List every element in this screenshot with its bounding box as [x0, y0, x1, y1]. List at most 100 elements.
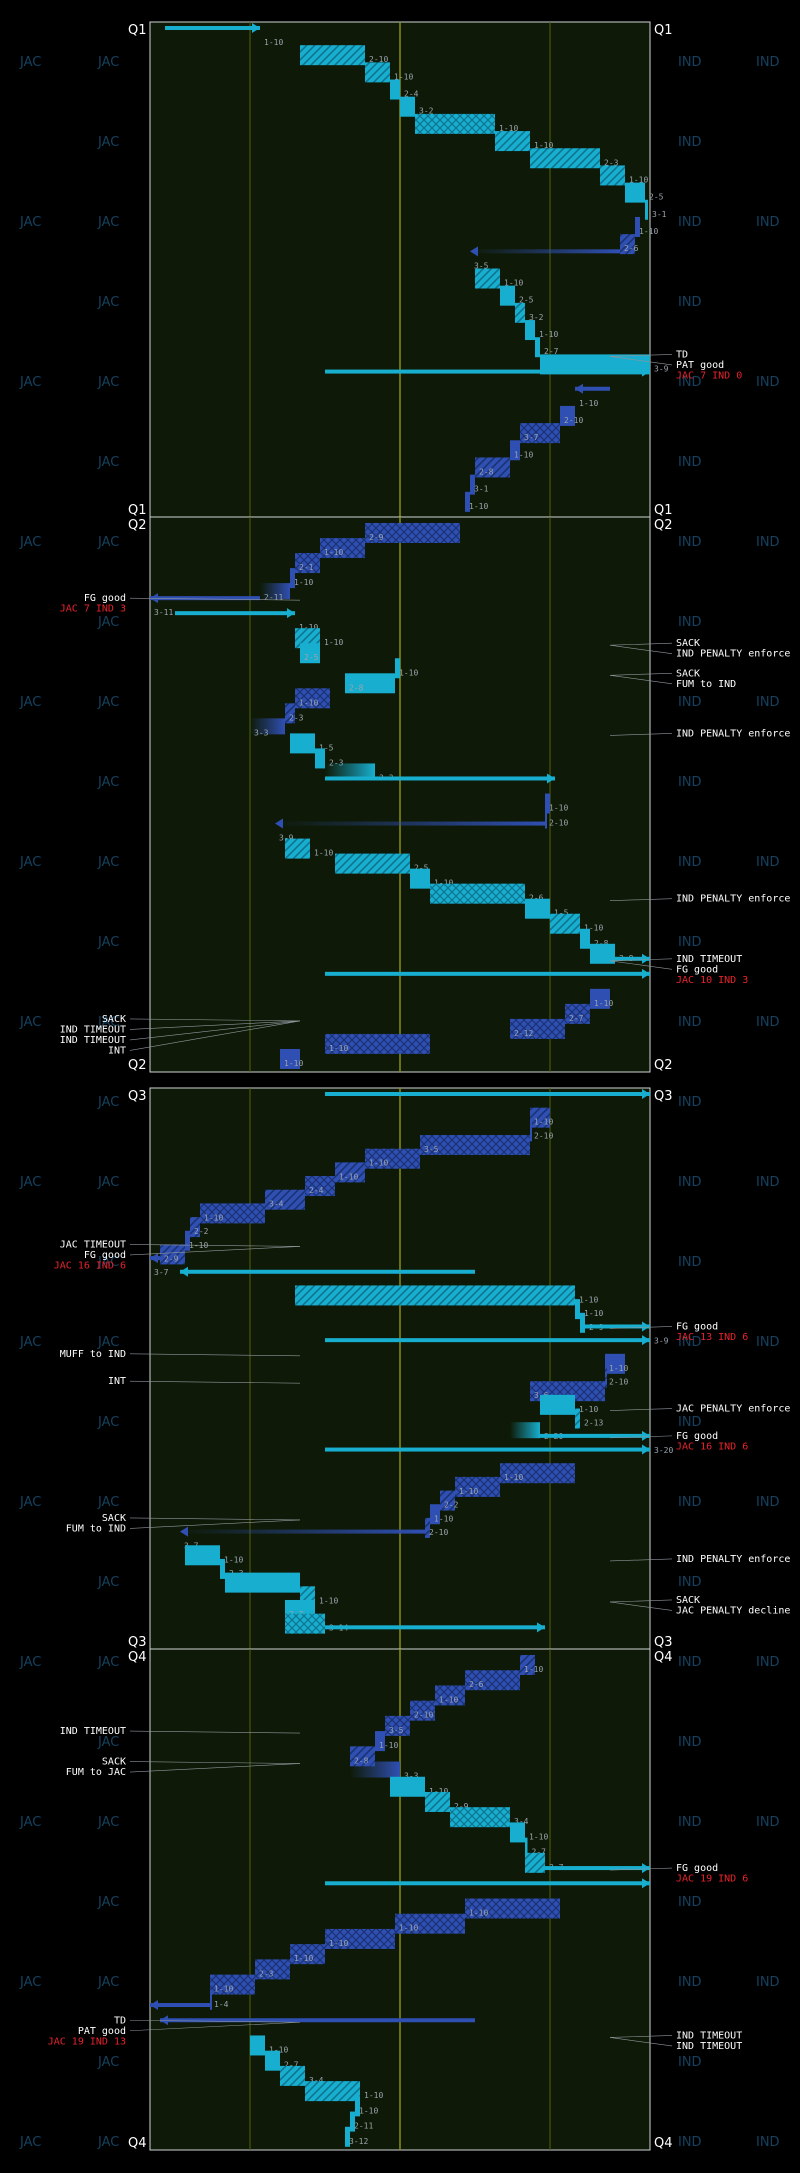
play-annotation: SACK: [102, 1513, 126, 1524]
team-watermark: IND: [756, 2135, 780, 2150]
play-annotation: IND TIMEOUT: [676, 2041, 742, 2052]
play-arrowhead: [470, 246, 478, 257]
quarter-label: Q1: [128, 503, 147, 518]
play-arrowhead: [180, 1526, 188, 1537]
down-distance-label: 1-10: [609, 1364, 628, 1373]
play-arrowhead: [642, 1878, 650, 1889]
play-annotation: IND PENALTY enforce: [676, 1554, 790, 1565]
quarter-label: Q2: [654, 518, 673, 533]
down-distance-label: 2-9: [369, 533, 384, 542]
team-watermark: JAC: [97, 1975, 119, 1990]
annotation-leader: [609, 1601, 673, 1611]
play-bar-kick: [160, 2018, 475, 2023]
annotation-leader: [129, 1519, 301, 1529]
team-watermark: IND: [678, 2135, 702, 2150]
play-bar-kick: [325, 1338, 650, 1343]
play-bar-kick: [325, 1092, 650, 1096]
team-watermark: IND: [678, 1015, 702, 1030]
down-distance-label: 1-10: [579, 1295, 598, 1304]
play-bar: [320, 538, 365, 559]
quarter-label: Q2: [654, 1058, 673, 1073]
play-arrowhead: [642, 953, 650, 964]
play-bar: [420, 1135, 530, 1156]
play-bar: [285, 1613, 325, 1634]
play-bar: [415, 113, 495, 134]
play-annotation: IND TIMEOUT: [60, 1726, 126, 1737]
play-arrowhead: [575, 383, 583, 394]
down-distance-label: 1-10: [524, 1665, 543, 1674]
down-distance-label: 1-10: [469, 1909, 488, 1918]
team-watermark: IND: [678, 1175, 702, 1190]
play-bar: [565, 1003, 590, 1024]
down-distance-label: 2-8: [479, 467, 494, 476]
play-annotation: PAT good: [676, 360, 724, 371]
down-distance-label: 2-10: [609, 1378, 628, 1387]
down-distance-label: 2-5: [414, 864, 429, 873]
down-distance-label: 2-10: [369, 55, 388, 64]
down-distance-label: 2-3: [329, 758, 344, 767]
play-bar: [525, 1837, 528, 1858]
play-bar-fade: [260, 583, 290, 600]
team-watermark: JAC: [19, 1015, 41, 1030]
play-bar: [550, 913, 580, 934]
play-bar: [560, 405, 575, 426]
down-distance-label: 1-10: [504, 279, 523, 288]
play-bar: [255, 1959, 290, 1980]
team-watermark: IND: [678, 1415, 702, 1430]
team-watermark: JAC: [97, 1895, 119, 1910]
annotation-leader: [129, 1380, 301, 1384]
team-watermark: JAC: [97, 135, 119, 150]
down-distance-label: 1-10: [459, 1487, 478, 1496]
play-bar: [390, 1776, 425, 1797]
play-bar: [620, 234, 635, 255]
play-bar: [400, 96, 415, 117]
play-annotation: INT: [108, 1376, 126, 1387]
team-watermark: JAC: [97, 1175, 119, 1190]
play-bar: [355, 2096, 360, 2117]
down-distance-label: 3-20: [654, 1446, 673, 1455]
down-distance-label: 1-10: [299, 623, 318, 632]
play-bar-kick: [470, 249, 620, 254]
play-arrowhead: [642, 1430, 650, 1441]
down-distance-label: 1-10: [269, 2045, 288, 2054]
down-distance-label: 1-10: [399, 1924, 418, 1933]
down-distance-label: 1-10: [329, 1939, 348, 1948]
play-bar: [495, 131, 530, 152]
down-distance-label: 3-9: [654, 364, 669, 373]
play-bar: [430, 883, 525, 904]
play-annotation: SACK: [676, 1595, 700, 1606]
play-bar-kick: [615, 956, 650, 961]
score-annotation: JAC 19 IND 6: [676, 1874, 748, 1885]
down-distance-label: 2-3: [289, 713, 304, 722]
down-distance-label: 3-3: [254, 728, 269, 737]
down-distance-label: 2-10: [564, 416, 583, 425]
annotation-leader: [609, 642, 673, 646]
team-watermark: IND: [678, 215, 702, 230]
team-watermark: IND: [678, 1575, 702, 1590]
play-bar: [500, 285, 515, 306]
play-bar-kick: [325, 1447, 650, 1452]
play-annotation: MUFF to IND: [60, 1349, 126, 1360]
annotation-leader: [609, 1558, 673, 1562]
annotation-leader: [129, 1018, 301, 1022]
team-watermark: IND: [678, 855, 702, 870]
score-annotation: JAC 16 IND 6: [54, 1260, 126, 1271]
quarter-label: Q1: [654, 503, 673, 518]
down-distance-label: 3-9: [654, 1336, 669, 1345]
quarter-label: Q4: [654, 1650, 673, 1665]
annotation-leader: [609, 960, 673, 970]
play-bar: [295, 688, 330, 709]
down-distance-label: 3-2: [529, 313, 544, 322]
annotation-leader: [129, 1020, 301, 1041]
team-watermark: JAC: [97, 935, 119, 950]
down-distance-label: 2-2: [444, 1501, 459, 1510]
annotation-leader: [609, 1867, 673, 1871]
play-bar-kick: [180, 1269, 475, 1274]
play-annotation: FUM to JAC: [66, 1767, 126, 1778]
team-watermark: JAC: [97, 215, 119, 230]
play-bar: [300, 45, 365, 66]
team-watermark: JAC: [19, 1335, 41, 1350]
down-distance-label: 1-10: [594, 999, 613, 1008]
team-watermark: JAC: [97, 1255, 119, 1270]
play-bar: [185, 1545, 220, 1566]
